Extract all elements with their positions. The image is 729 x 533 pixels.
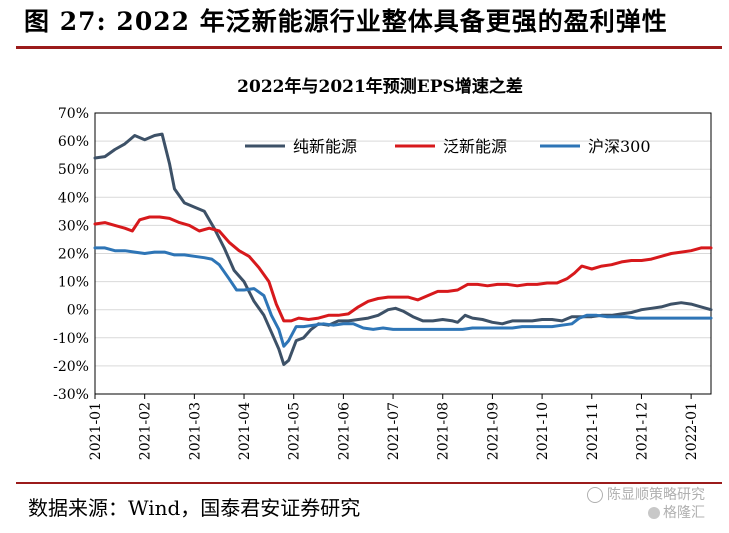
x-tick-label: 2021-11	[585, 402, 601, 460]
figure-title: 图 27: 2022 年泛新能源行业整体具备更强的盈利弹性	[24, 7, 668, 36]
source-note: 数据来源：Wind，国泰君安证券研究	[28, 496, 361, 520]
x-tick-label: 2021-09	[485, 402, 501, 460]
x-tick-label: 2021-06	[336, 402, 352, 460]
y-tick-label: 50%	[58, 162, 89, 178]
plot-area	[94, 112, 712, 395]
chart-title: 2022年与2021年预测EPS增速之差	[237, 76, 523, 97]
x-tick-label: 2021-03	[187, 402, 203, 460]
watermark-account: 陈显顺策略研究	[607, 487, 705, 503]
legend: 纯新能源 泛新能源 沪深300	[245, 137, 651, 156]
x-tick-label: 2021-10	[535, 402, 551, 460]
title-divider	[16, 46, 722, 49]
x-tick-label: 2021-01	[88, 402, 104, 460]
source-divider	[16, 482, 722, 484]
y-tick-label: -30%	[53, 387, 89, 403]
y-axis-ticks: -30% -20% -10% 0% 10% 20% 30% 40% 50% 60% 70%	[53, 106, 89, 403]
legend-label: 沪深300	[588, 137, 651, 156]
watermark-brand: 格隆汇	[663, 505, 705, 521]
wechat-icon	[587, 487, 603, 503]
y-tick-label: 0%	[67, 303, 89, 319]
series-line	[93, 215, 713, 323]
y-tick-label: 30%	[58, 218, 89, 234]
gelonghui-logo-icon	[648, 507, 660, 519]
series-lines	[93, 132, 713, 366]
y-tick-label: 20%	[58, 247, 89, 263]
watermark: 陈显顺策略研究 格隆汇	[587, 486, 705, 522]
x-tick-label: 2021-08	[436, 402, 452, 460]
y-tick-label: -20%	[53, 359, 89, 375]
y-tick-label: 60%	[58, 134, 89, 150]
y-tick-label: 10%	[58, 275, 89, 291]
x-tick-label: 2021-05	[287, 402, 303, 460]
y-tick-label: 70%	[58, 106, 89, 122]
x-tick-label: 2021-07	[386, 402, 402, 460]
y-tick-label: -10%	[53, 331, 89, 347]
x-tick-label: 2021-02	[138, 402, 154, 460]
x-tick-label: 2021-12	[634, 402, 650, 460]
x-axis-ticks: 2021-01 2021-02 2021-03 2021-04 2021-05 2021-…	[88, 394, 700, 460]
y-tick-label: 40%	[58, 190, 89, 206]
series-line	[93, 246, 713, 348]
x-tick-label: 2022-01	[684, 402, 700, 460]
legend-label: 纯新能源	[293, 137, 357, 156]
x-tick-label: 2021-04	[237, 402, 253, 460]
legend-label: 泛新能源	[443, 137, 507, 156]
